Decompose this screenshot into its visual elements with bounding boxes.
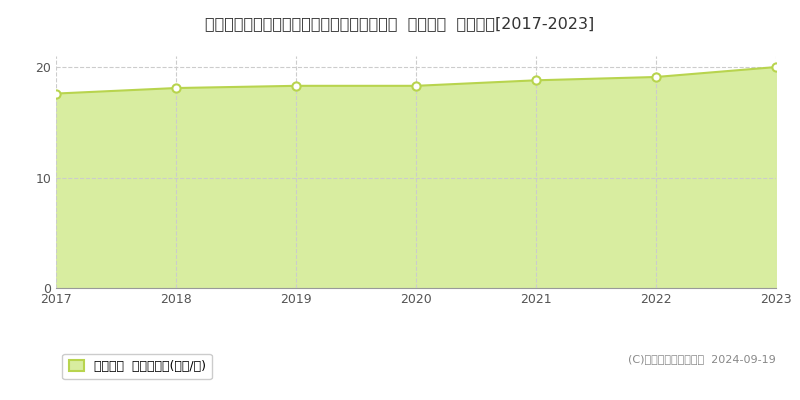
Point — [770, 64, 782, 70]
Legend: 公示地価  平均坪単価(万円/坪): 公示地価 平均坪単価(万円/坪) — [62, 354, 212, 379]
Point — [650, 74, 662, 80]
Point — [290, 83, 302, 89]
Text: (C)土地価格ドットコム  2024-09-19: (C)土地価格ドットコム 2024-09-19 — [628, 354, 776, 364]
Point — [530, 77, 542, 84]
Point — [50, 90, 62, 97]
Text: 福島県いわき市中央台高久１丁目１７番１２  公示地価  地価推移[2017-2023]: 福島県いわき市中央台高久１丁目１７番１２ 公示地価 地価推移[2017-2023… — [206, 16, 594, 31]
Point — [170, 85, 182, 91]
Point — [410, 83, 422, 89]
